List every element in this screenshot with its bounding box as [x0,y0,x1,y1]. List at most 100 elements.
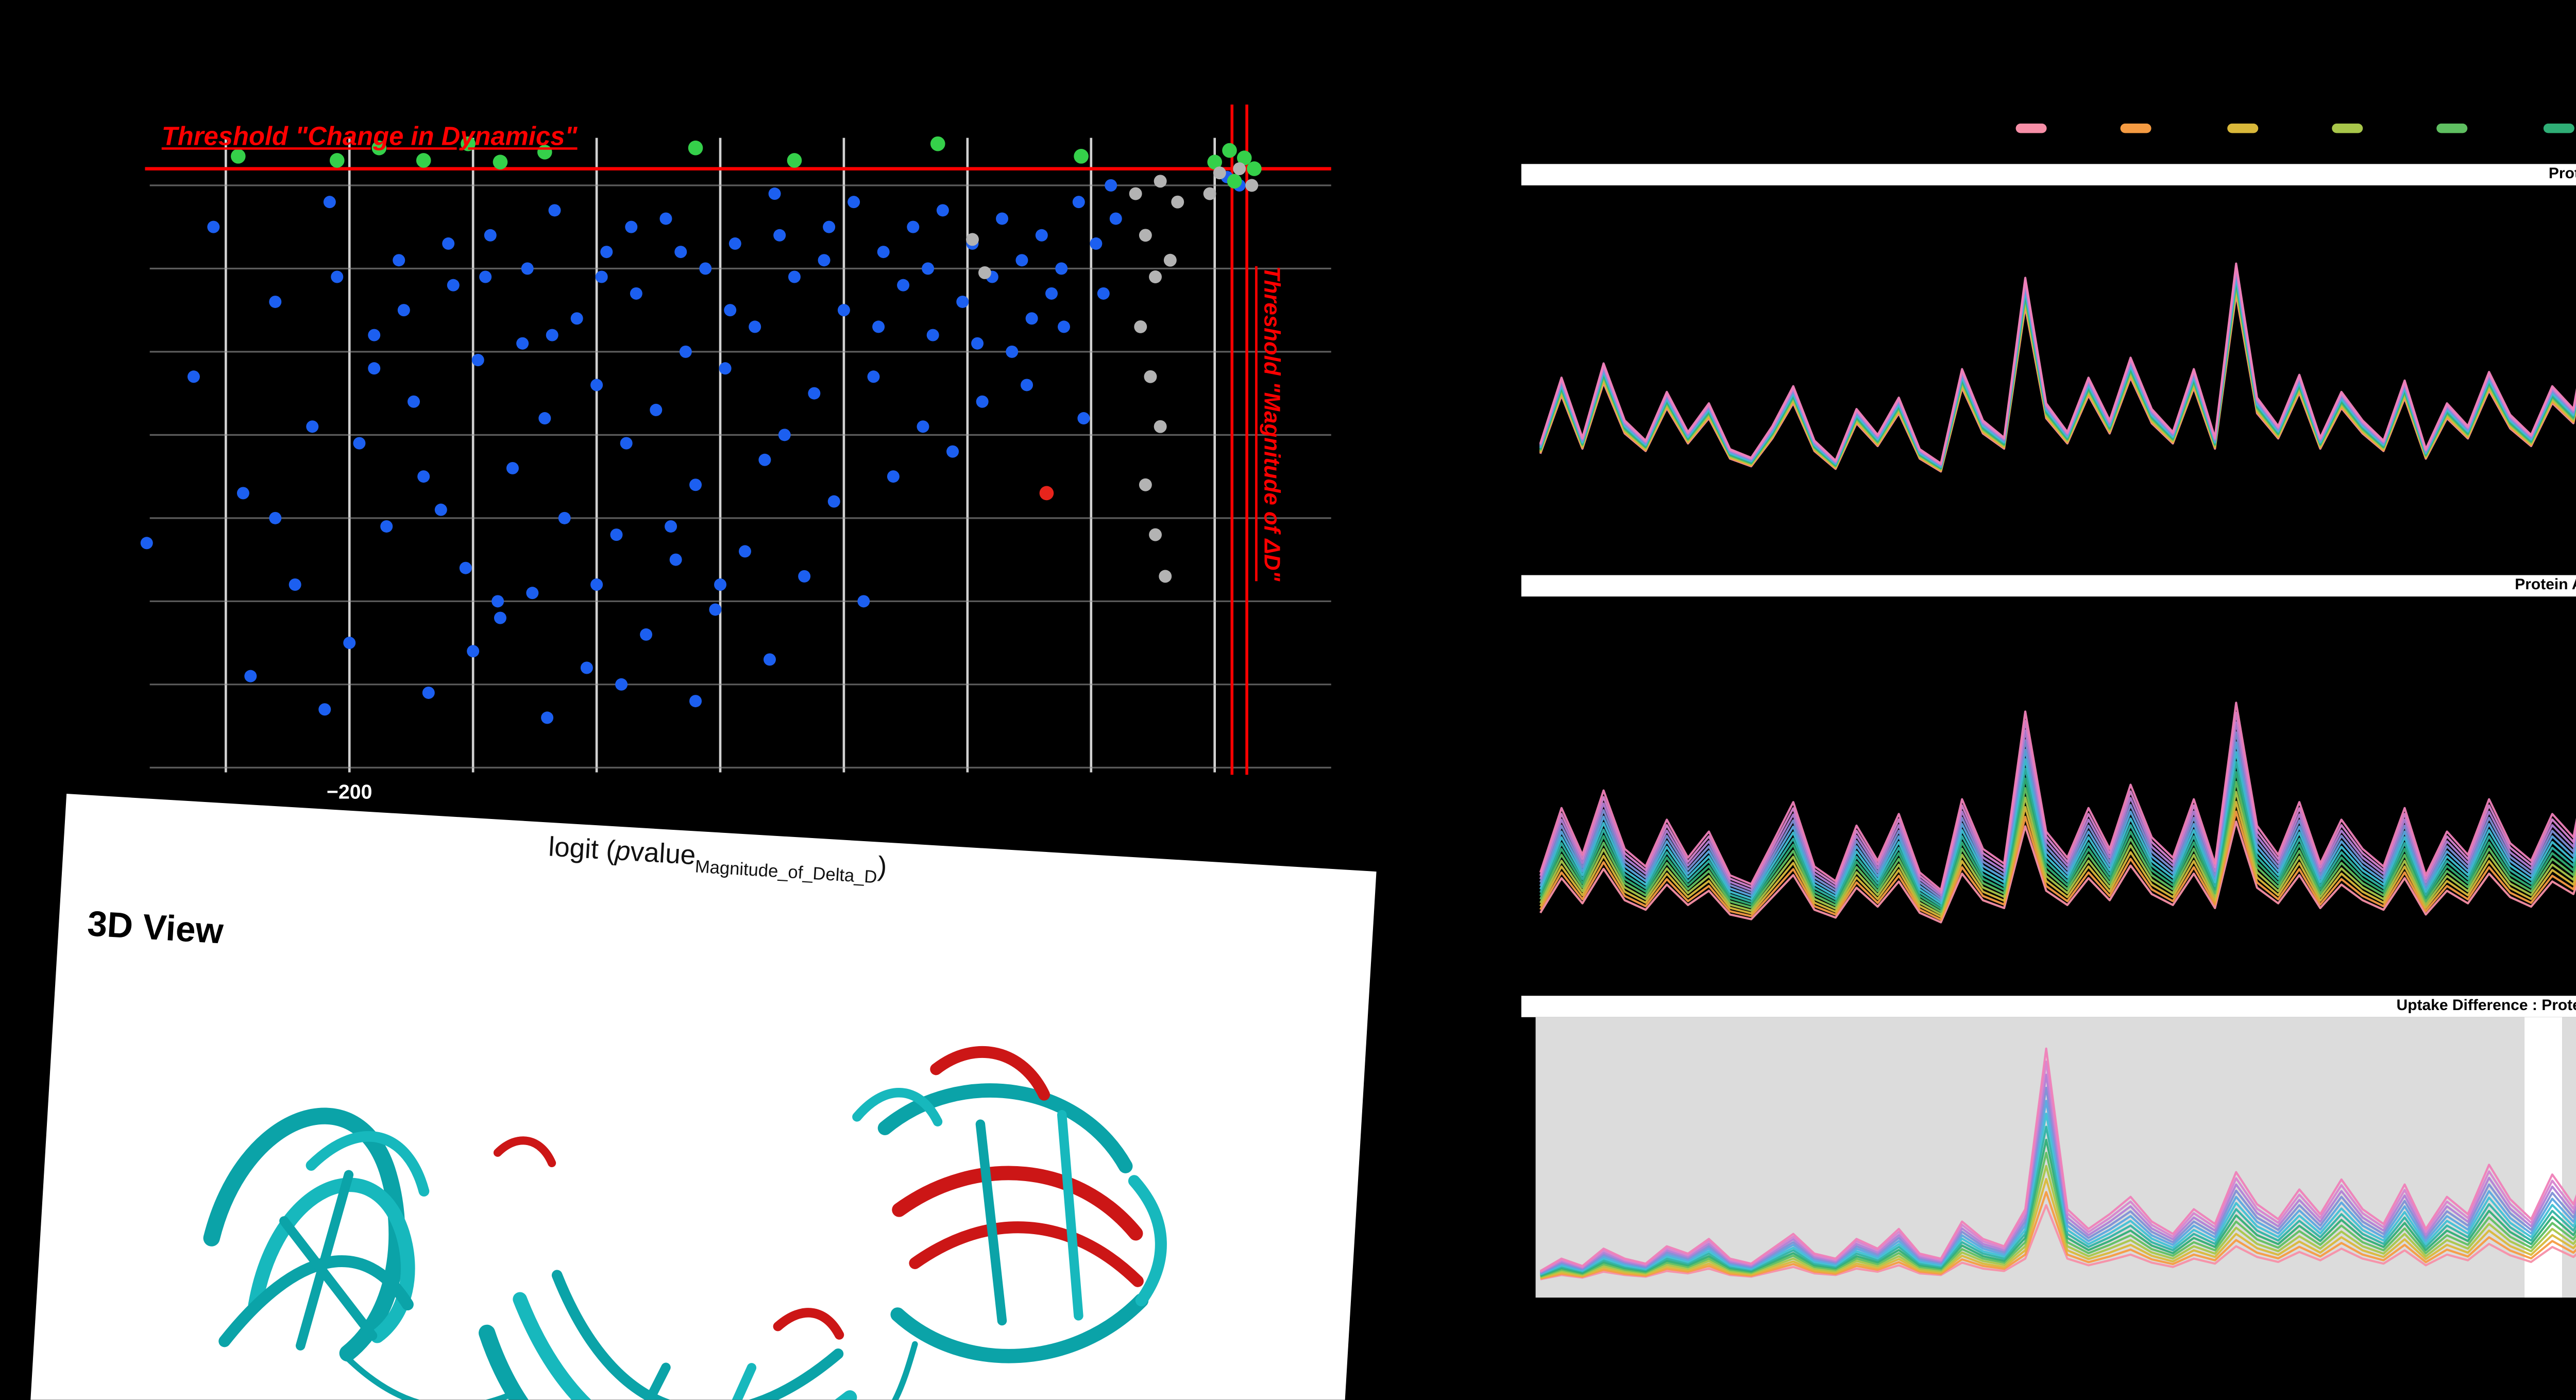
legend-swatch-timepoint-6[interactable] [2543,123,2574,132]
uptake-line-timepoint-9[interactable] [1539,706,2576,902]
scatter-point-blue[interactable] [976,395,989,408]
scatter-point-blue[interactable] [558,511,571,524]
scatter-point-gray[interactable] [1154,420,1167,433]
scatter-point-blue[interactable] [1105,179,1117,192]
scatter-point-blue[interactable] [471,354,484,367]
scatter-point-green[interactable] [1247,161,1262,176]
scatter-point-blue[interactable] [669,553,682,566]
scatter-point-blue[interactable] [823,220,836,233]
scatter-point-blue[interactable] [808,387,821,400]
uptake-line-timepoint-3[interactable] [1539,287,2576,486]
scatter-point-green[interactable] [537,144,552,160]
uptake-line-timepoint-8[interactable] [1540,1112,2576,1275]
scatter-point-blue[interactable] [343,637,356,650]
uptake-line-timepoint-8[interactable] [1539,724,2576,904]
scatter-point-gray[interactable] [1171,195,1184,209]
uptake-line-timepoint-4[interactable] [1539,791,2576,916]
scatter-point-gray[interactable] [1154,175,1167,188]
uptake-line-timepoint-5[interactable] [1540,1152,2576,1278]
scatter-point-blue[interactable] [749,320,761,333]
scatter-point-blue[interactable] [867,370,880,383]
scatter-point-blue[interactable] [306,420,319,433]
uptake-line-timepoint-2[interactable] [1540,1191,2576,1280]
scatter-point-blue[interactable] [1015,254,1028,267]
scatter-point-green[interactable] [461,136,476,151]
scatter-point-blue[interactable] [872,320,885,333]
scatter-point-blue[interactable] [269,295,282,308]
scatter-point-green[interactable] [930,136,945,151]
scatter-point-blue[interactable] [699,262,712,275]
scatter-point-blue[interactable] [917,420,929,433]
scatter-point-blue[interactable] [971,337,984,350]
scatter-point-blue[interactable] [353,437,366,450]
scatter-point-green[interactable] [329,153,345,168]
uptake-line-timepoint-6[interactable] [1539,760,2576,910]
scatter-point-blue[interactable] [459,561,472,574]
scatter-point-blue[interactable] [1021,379,1033,391]
scatter-point-blue[interactable] [758,453,771,466]
uptake-line-timepoint-3[interactable] [1539,800,2576,918]
scatter-point-blue[interactable] [625,220,638,233]
scatter-point-blue[interactable] [580,661,593,674]
scatter-point-gray[interactable] [1139,229,1152,242]
scatter-point-blue[interactable] [323,196,336,209]
uptake-line-timepoint-11[interactable] [1539,1073,2576,1274]
scatter-point-gray[interactable] [1213,166,1226,180]
scatter-point-blue[interactable] [773,229,786,242]
scatter-point-blue[interactable] [570,312,583,325]
scatter-point-blue[interactable] [709,603,722,616]
scatter-point-blue[interactable] [434,503,447,516]
uptake-line-timepoint-11[interactable] [1539,669,2576,897]
scatter-point-blue[interactable] [996,212,1009,225]
legend-swatch-timepoint-3[interactable] [2226,123,2258,132]
scatter-point-blue[interactable] [674,246,687,259]
uptake-difference-chart[interactable] [1531,1017,2576,1297]
scatter-point-blue[interactable] [650,403,663,416]
scatter-point-blue[interactable] [798,570,811,583]
scatter-point-blue[interactable] [484,229,497,242]
uptake-line-timepoint-12[interactable] [1539,1060,2576,1273]
scatter-point-blue[interactable] [763,653,776,666]
scatter-point-blue[interactable] [331,270,344,283]
scatter-point-blue[interactable] [397,304,410,317]
scatter-point-blue[interactable] [526,587,539,600]
scatter-point-gray[interactable] [978,266,991,279]
scatter-point-gray[interactable] [1149,528,1162,541]
scatter-point-green[interactable] [1222,143,1237,158]
scatter-point-blue[interactable] [739,545,751,558]
scatter-point-blue[interactable] [689,695,702,708]
volcano-plot[interactable] [131,90,1355,803]
uptake-line-timepoint-6[interactable] [1540,1138,2576,1277]
uptake-line-timepoint-1[interactable] [1540,1204,2576,1281]
scatter-point-blue[interactable] [494,611,506,624]
uptake-chart-protein-a[interactable] [1531,193,2576,549]
scatter-point-blue[interactable] [244,670,257,682]
scatter-point-blue[interactable] [1055,262,1068,275]
scatter-point-blue[interactable] [620,437,633,450]
scatter-point-green[interactable] [787,153,802,168]
scatter-point-blue[interactable] [538,412,551,425]
scatter-point-blue[interactable] [422,686,435,699]
scatter-point-gray[interactable] [1139,478,1152,491]
scatter-point-blue[interactable] [956,295,969,308]
uptake-line-timepoint-12[interactable] [1539,651,2576,894]
scatter-point-blue[interactable] [714,578,727,591]
scatter-point-blue[interactable] [318,703,331,716]
scatter-point-blue[interactable] [408,395,420,408]
legend-swatch-timepoint-5[interactable] [2437,123,2468,132]
scatter-point-green[interactable] [1074,149,1089,164]
uptake-line-timepoint-7[interactable] [1539,742,2576,908]
scatter-point-blue[interactable] [492,595,504,608]
uptake-chart-protein-a-ligand[interactable] [1531,604,2576,975]
scatter-point-blue[interactable] [541,711,554,724]
scatter-point-blue[interactable] [936,204,949,217]
scatter-point-green[interactable] [416,153,431,168]
uptake-line-timepoint-2[interactable] [1539,810,2576,921]
scatter-point-blue[interactable] [380,520,393,533]
scatter-point-blue[interactable] [600,246,613,259]
scatter-point-blue[interactable] [857,595,870,608]
scatter-point-green[interactable] [493,155,508,169]
scatter-point-blue[interactable] [417,470,430,483]
scatter-point-green[interactable] [1207,155,1223,169]
scatter-point-blue[interactable] [1077,412,1090,425]
